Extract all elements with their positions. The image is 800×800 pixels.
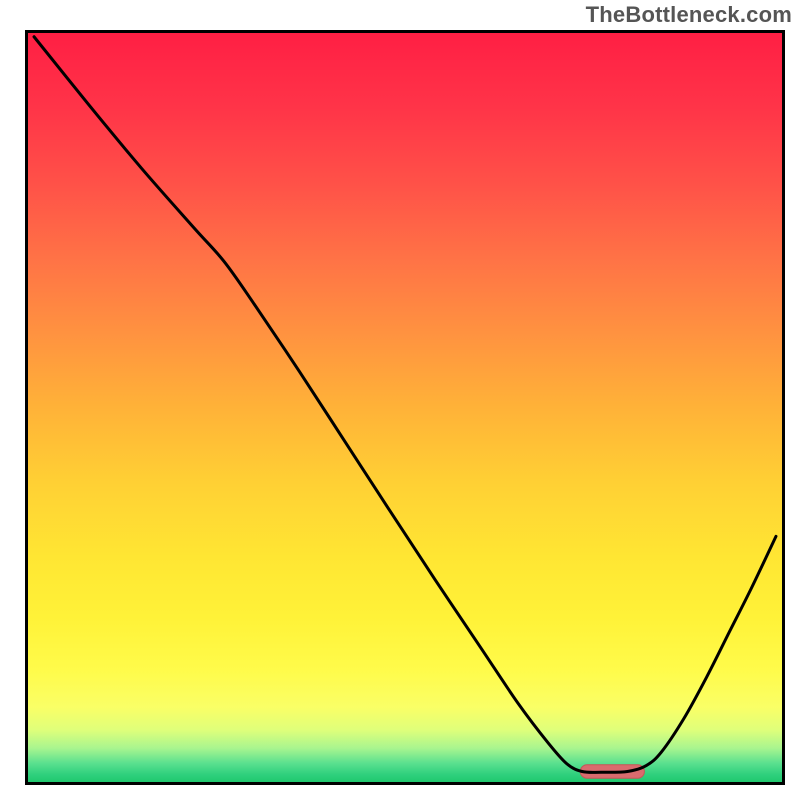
watermark-text: TheBottleneck.com <box>586 2 792 28</box>
gradient-background <box>28 33 782 782</box>
chart-svg <box>25 30 785 785</box>
plot-area <box>25 30 785 785</box>
chart-container: TheBottleneck.com <box>0 0 800 800</box>
